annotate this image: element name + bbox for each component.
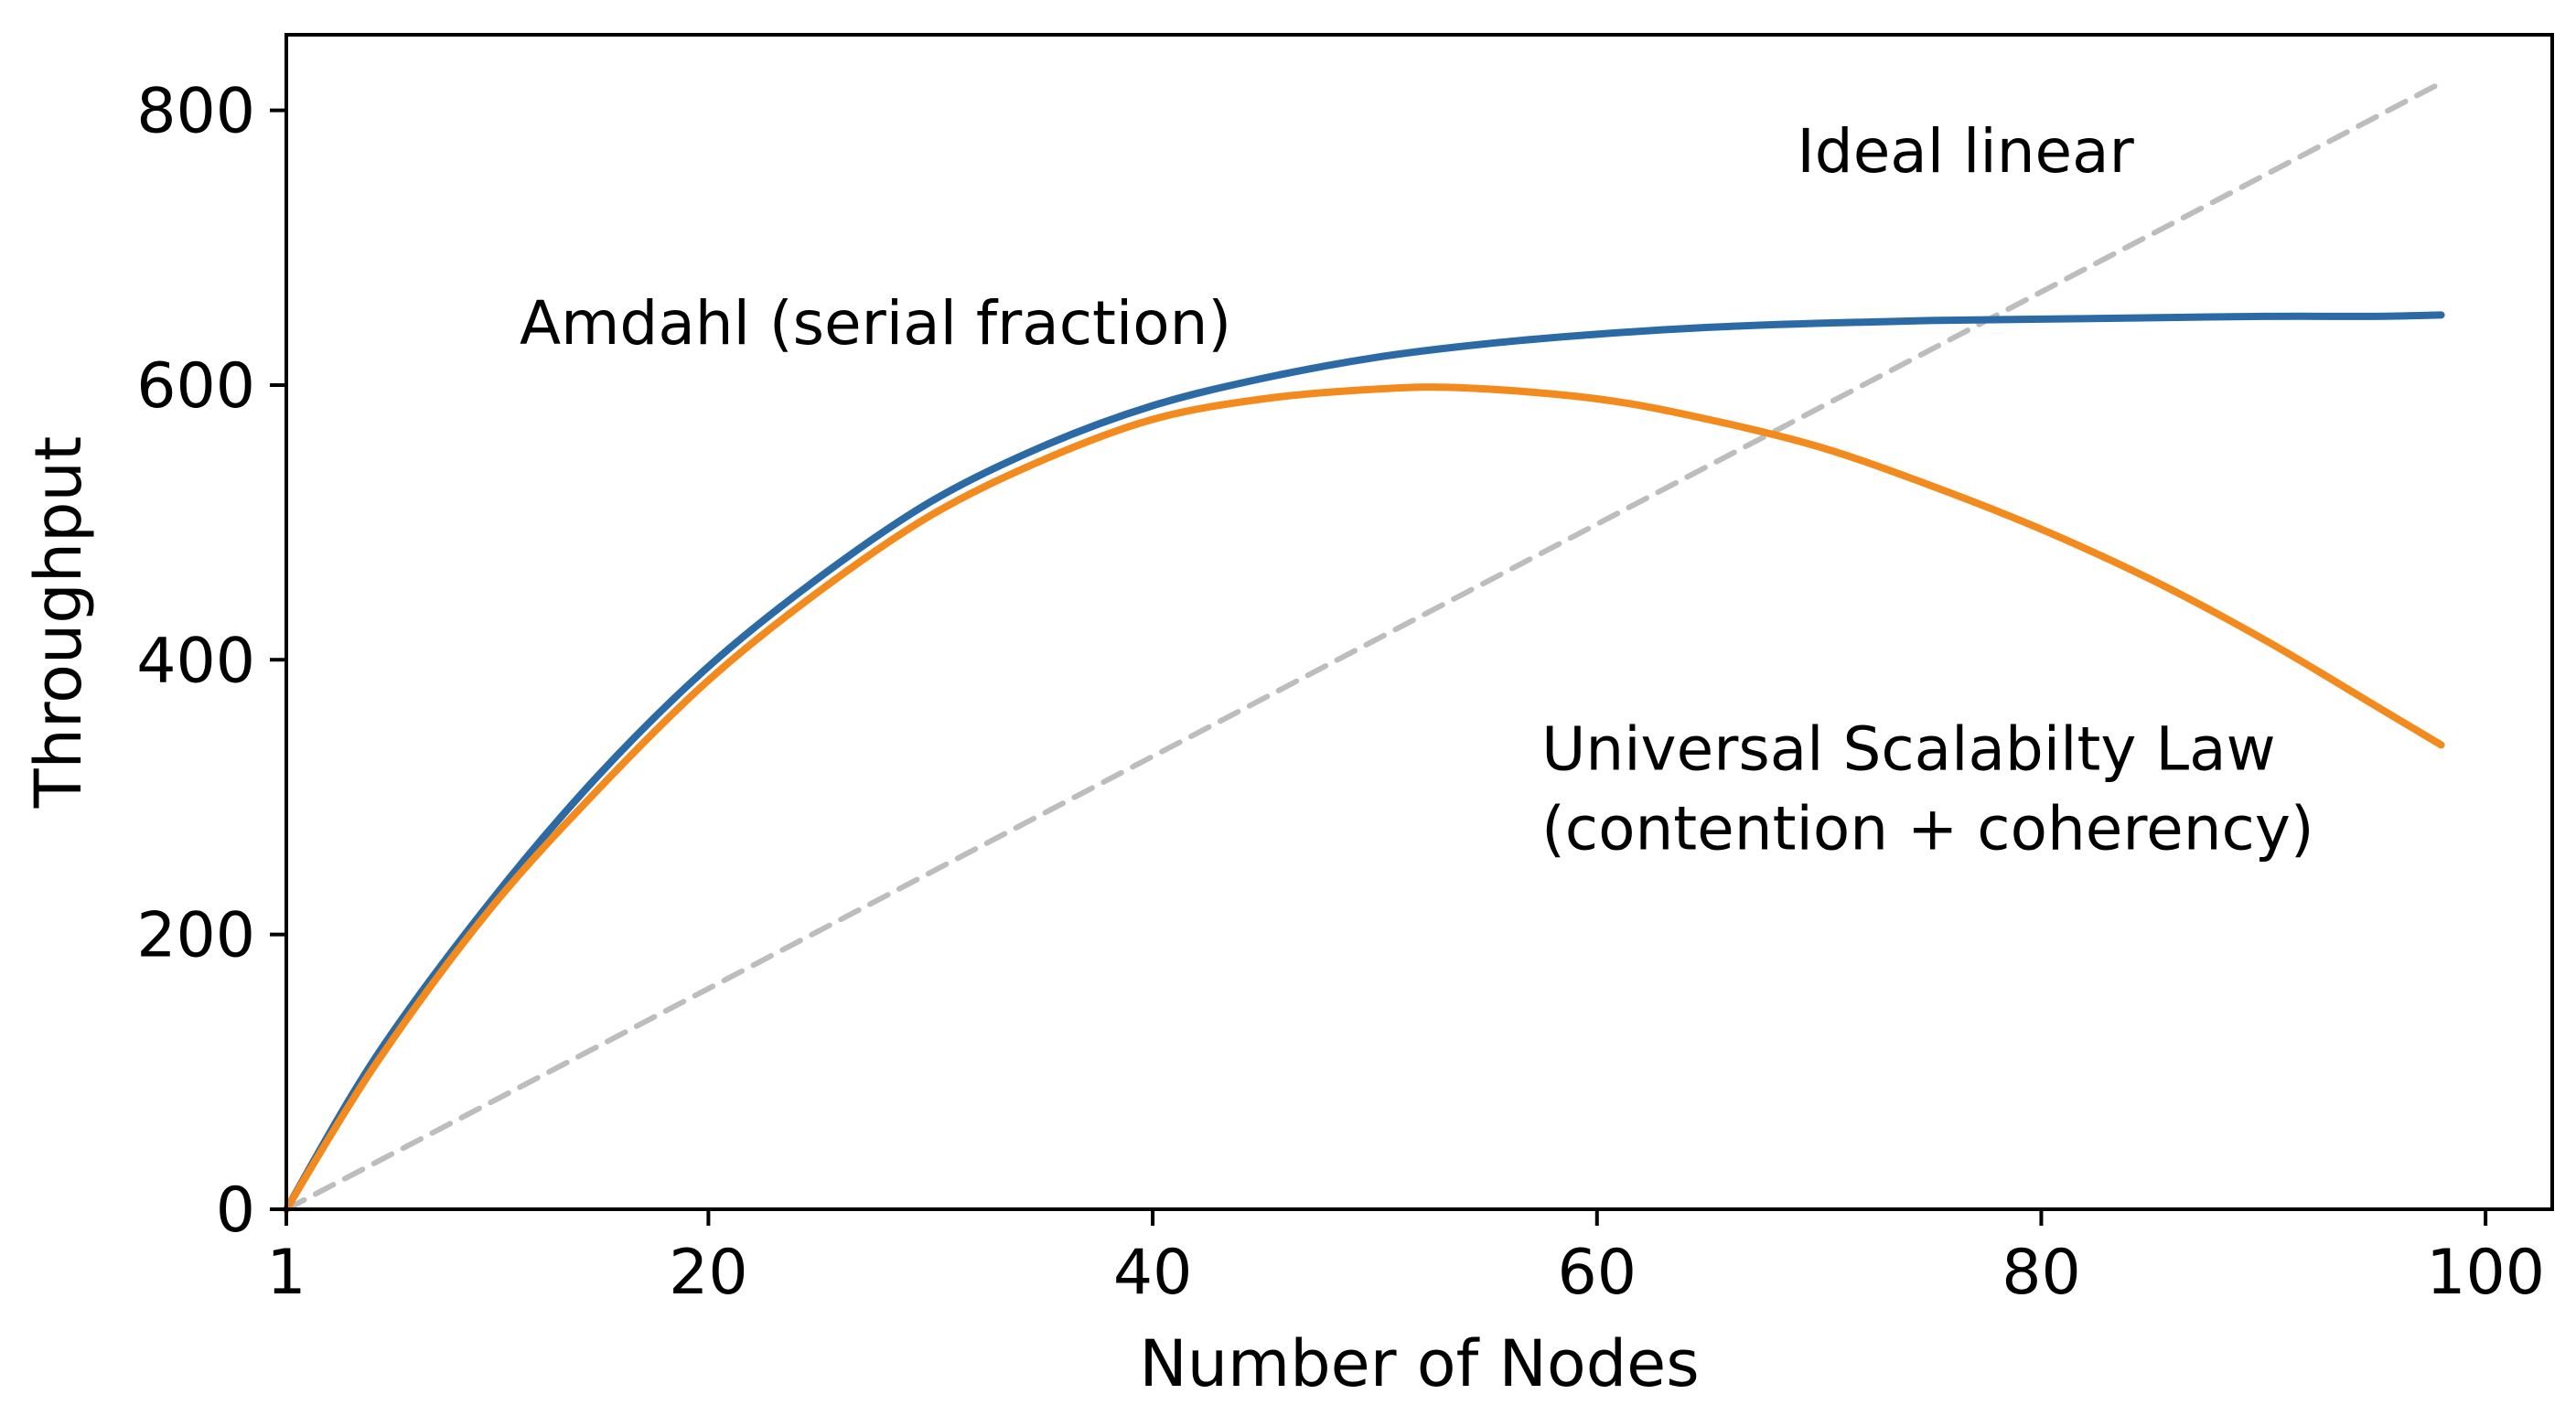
x-axis-label: Number of Nodes [1139, 1326, 1699, 1401]
y-tick-label: 400 [136, 625, 255, 697]
y-tick-label: 800 [136, 76, 255, 148]
annotation-usl-line2: (contention + coherency) [1541, 794, 2314, 864]
amdahl-line [283, 311, 2445, 1213]
x-tick-label: 1 [266, 1237, 306, 1309]
annotations-layer: Ideal linear Amdahl (serial fraction) Un… [520, 116, 2314, 863]
x-tick-label: 60 [1558, 1237, 1637, 1309]
x-tick-label: 80 [2002, 1237, 2081, 1309]
ticks-layer: 1 20 40 60 80 100 0 200 400 600 800 [136, 76, 2545, 1309]
annotation-ideal-linear: Ideal linear [1797, 116, 2134, 187]
annotation-usl-line1: Universal Scalabilty Law [1541, 713, 2276, 784]
annotation-amdahl: Amdahl (serial fraction) [520, 288, 1231, 359]
plot-frame [284, 33, 2554, 1211]
ideal-linear-line [284, 80, 2444, 1212]
y-tick-label: 600 [136, 350, 255, 423]
y-tick-label: 0 [216, 1174, 255, 1247]
lines-layer [283, 80, 2445, 1213]
x-tick-label: 40 [1113, 1237, 1193, 1309]
y-axis-label: Throughput [21, 436, 96, 810]
y-tick-label: 200 [136, 900, 255, 972]
usl-line [283, 383, 2445, 1213]
x-tick-label: 20 [669, 1237, 748, 1309]
x-tick-label: 100 [2426, 1237, 2545, 1309]
